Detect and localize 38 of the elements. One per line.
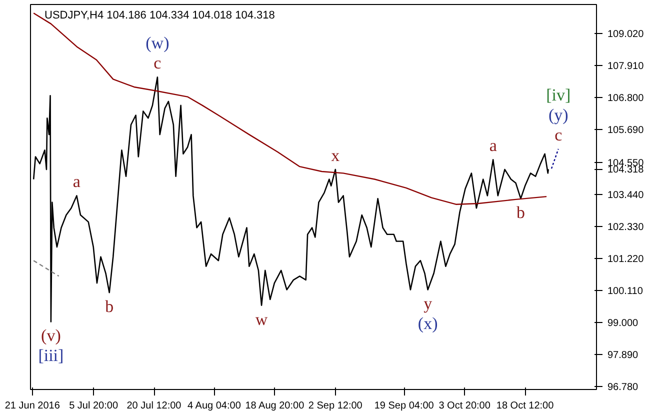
annotation: (x) (418, 314, 438, 334)
y-tick-label: 104.318 (608, 164, 644, 176)
y-tick-label: 100.110 (608, 286, 644, 298)
annotation: a (489, 136, 498, 156)
annotation: b (516, 203, 525, 222)
y-tick-label: 105.690 (608, 125, 644, 136)
annotation: (v) (41, 326, 61, 346)
x-tick-label: 3 Oct 20:00 (438, 400, 491, 412)
annotation: w (255, 310, 268, 329)
x-tick-label: 2 Sep 12:00 (308, 400, 363, 412)
annotation: b (105, 297, 114, 316)
annotation: (w) (146, 34, 170, 53)
x-tick-label: 18 Oct 12:00 (496, 400, 554, 412)
y-tick-label: 101.220 (608, 254, 644, 266)
x-tick-label: 19 Sep 04:00 (374, 400, 434, 412)
y-tick-label: 97.890 (608, 350, 639, 362)
x-tick-label: 18 Aug 20:00 (245, 400, 305, 412)
y-tick-label: 102.330 (608, 222, 644, 234)
x-tick-label: 4 Aug 04:00 (188, 400, 242, 412)
y-tick-label: 107.910 (608, 61, 644, 72)
x-tick-label: 21 Jun 2016 (4, 400, 60, 412)
y-tick-label: 109.020 (608, 29, 644, 40)
y-tick-label: 106.800 (608, 93, 644, 104)
annotation: a (72, 172, 81, 192)
annotation: (y) (548, 105, 568, 124)
line-series (32, 12, 548, 205)
annotation: y (424, 294, 433, 314)
x-tick-label: 5 Jul 20:00 (69, 400, 118, 412)
y-tick-label: 103.440 (608, 190, 644, 202)
x-tick-label: 20 Jul 12:00 (126, 400, 182, 412)
annotation: c (154, 54, 162, 73)
annotation: [iv] (546, 85, 571, 104)
y-tick-label: 96.780 (608, 382, 639, 394)
y-tick-label: 99.000 (608, 318, 639, 330)
annotation: [iii] (38, 346, 64, 366)
text: USDJPY,H4 104.186 104.334 104.018 104.318 (44, 10, 275, 22)
annotation: c (554, 125, 563, 144)
annotation: x (331, 146, 340, 165)
